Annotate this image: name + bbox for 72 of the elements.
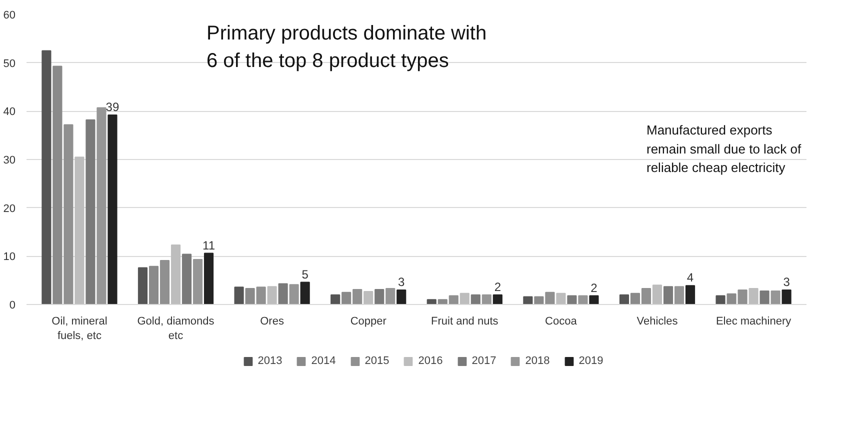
legend-label: 2013 xyxy=(258,355,282,367)
bar xyxy=(330,294,340,304)
bar xyxy=(374,289,384,304)
bar xyxy=(674,286,684,304)
bar xyxy=(386,288,396,304)
bar xyxy=(138,267,148,304)
bar xyxy=(192,259,203,304)
bar xyxy=(108,114,118,304)
bar xyxy=(470,294,480,304)
legend-label: 2015 xyxy=(364,355,390,367)
data-label: 4 xyxy=(686,270,694,285)
bar xyxy=(716,295,726,304)
bar xyxy=(396,290,406,304)
bar xyxy=(663,286,674,304)
bar xyxy=(589,295,599,304)
bar xyxy=(86,119,96,304)
bar xyxy=(619,294,630,304)
x-tick-label: Ores xyxy=(260,316,284,328)
bar xyxy=(42,50,52,304)
bar xyxy=(182,254,192,304)
x-tick-label: Elec machinery xyxy=(716,316,792,328)
bar xyxy=(578,295,588,304)
data-label: 11 xyxy=(202,238,216,252)
bar xyxy=(652,284,662,304)
legend-label: 2019 xyxy=(578,355,604,367)
x-tick-label: Oil, mineral fuels, etc xyxy=(52,316,108,342)
bar xyxy=(685,285,696,304)
data-label: 5 xyxy=(302,267,309,282)
y-tick-label: 20 xyxy=(3,202,16,215)
data-label: 39 xyxy=(106,100,120,114)
bar xyxy=(204,252,214,304)
bar xyxy=(426,299,436,304)
bar xyxy=(770,290,780,304)
bar xyxy=(289,284,299,304)
bar xyxy=(74,156,84,304)
legend-label: 2014 xyxy=(311,355,336,367)
bar xyxy=(278,283,288,304)
x-tick-label: Copper xyxy=(350,316,387,328)
bar xyxy=(567,295,577,304)
bar xyxy=(523,296,533,304)
y-tick-label: 60 xyxy=(3,10,16,22)
x-tick-label: Cocoa xyxy=(545,316,578,328)
x-tick-label: Gold, diamonds etc xyxy=(137,316,215,342)
y-tick-label: 10 xyxy=(3,251,16,264)
x-tick-label: Fruit and nuts xyxy=(431,316,499,328)
annotation: Manufactured exports remain small due to lack of reliable cheap electricity xyxy=(646,122,802,175)
data-label: 3 xyxy=(783,275,790,289)
bar xyxy=(782,290,792,304)
bar xyxy=(96,107,106,304)
bar xyxy=(364,290,374,304)
bar xyxy=(267,286,277,304)
y-tick-label: 40 xyxy=(3,106,16,118)
legend-label: 2016 xyxy=(418,355,443,367)
data-label: 2 xyxy=(590,280,598,295)
bar xyxy=(460,292,470,304)
bar xyxy=(556,292,566,304)
bar xyxy=(300,282,310,304)
bar xyxy=(482,294,492,304)
x-tick-label: Vehicles xyxy=(636,316,678,328)
legend-label: 2017 xyxy=(472,355,496,367)
y-tick-label: 30 xyxy=(3,154,16,166)
bar xyxy=(760,290,770,304)
data-label: 2 xyxy=(494,280,502,294)
data-label: 3 xyxy=(398,275,406,289)
annotation: Primary products dominate with 6 of the top 8 product types xyxy=(206,22,487,72)
bar xyxy=(748,288,758,304)
bar xyxy=(170,244,181,304)
bar xyxy=(492,294,502,304)
y-tick-label: 0 xyxy=(9,300,16,312)
y-tick-label: 50 xyxy=(3,58,16,70)
bar xyxy=(234,286,244,304)
legend-label: 2018 xyxy=(525,355,550,367)
